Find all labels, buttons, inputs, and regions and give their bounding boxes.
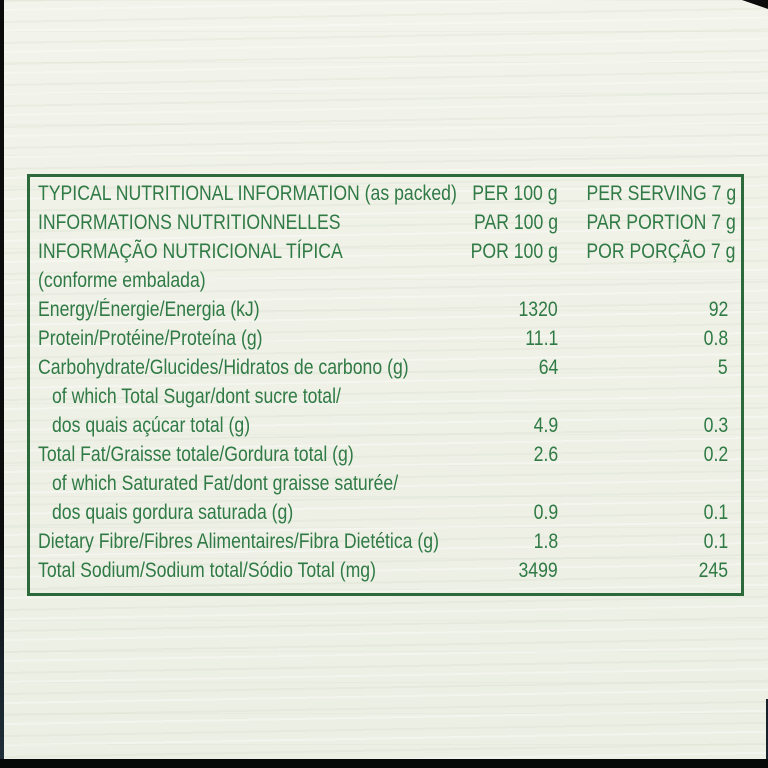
nutrition-table: TYPICAL NUTRITIONAL INFORMATION (as pack… [27, 174, 744, 596]
photo-edge-right-sliver [766, 699, 768, 759]
per-100g-value: 3499 [518, 559, 558, 582]
nutrient-label: Protein/Protéine/Proteína (g) [38, 327, 263, 350]
nutrient-label: Carbohydrate/Glucides/Hidratos de carbon… [38, 356, 409, 379]
nutrient-label: Dietary Fibre/Fibres Alimentaires/Fibra … [38, 530, 439, 553]
nutrient-label: of which Saturated Fat/dont graisse satu… [52, 472, 399, 495]
nutrient-row: of which Total Sugar/dont sucre total/ [38, 382, 728, 411]
per-serving-value: 0.8 [703, 327, 728, 350]
nutrition-header-title: INFORMATIONS NUTRITIONNELLES [38, 211, 341, 234]
nutrient-label: Total Sodium/Sodium total/Sódio Total (m… [38, 559, 376, 582]
header-row: INFORMAÇÃO NUTRICIONAL TÍPICA POR 100 g … [38, 237, 736, 266]
per-100g-value: 4.9 [533, 414, 558, 437]
per-serving-value [558, 469, 728, 498]
nutrient-row: Total Sodium/Sodium total/Sódio Total (m… [38, 556, 728, 585]
per-serving-header: PAR PORTION 7 g [586, 211, 736, 234]
per-serving-value: 0.1 [703, 530, 728, 553]
nutrient-row: Carbohydrate/Glucides/Hidratos de carbon… [38, 353, 728, 382]
per-serving-value: 92 [708, 298, 728, 321]
nutrient-label: Energy/Énergie/Energia (kJ) [38, 298, 260, 321]
nutrient-label: dos quais gordura saturada (g) [52, 501, 294, 524]
nutrition-header-title: INFORMAÇÃO NUTRICIONAL TÍPICA [38, 240, 343, 263]
nutrient-label: Total Fat/Graisse totale/Gordura total (… [38, 443, 354, 466]
per-serving-value: 5 [718, 356, 728, 379]
header-row: TYPICAL NUTRITIONAL INFORMATION (as pack… [38, 179, 737, 208]
nutrient-row: dos quais açúcar total (g) 4.9 0.3 [38, 411, 728, 440]
per-100g-value: 0.9 [533, 501, 558, 524]
per-100g-header: PER 100 g [472, 182, 558, 205]
per-100g-value: 64 [538, 356, 558, 379]
per-serving-value: 0.2 [703, 443, 728, 466]
nutrient-row: Energy/Énergie/Energia (kJ) 1320 92 [38, 295, 728, 324]
per-100g-value [448, 469, 558, 498]
nutrition-header-title: TYPICAL NUTRITIONAL INFORMATION (as pack… [38, 182, 457, 205]
per-serving-header: PER SERVING 7 g [586, 182, 737, 205]
nutrient-label: dos quais açúcar total (g) [52, 414, 251, 437]
nutrient-row: Dietary Fibre/Fibres Alimentaires/Fibra … [38, 527, 728, 556]
per-100g-value: 11.1 [524, 327, 558, 350]
per-100g-header: PAR 100 g [473, 211, 558, 234]
nutrition-header-subtitle: (conforme embalada) [38, 269, 206, 292]
header-row: INFORMATIONS NUTRITIONNELLES PAR 100 g P… [38, 208, 736, 237]
per-100g-value: 1320 [518, 298, 558, 321]
per-serving-value [558, 382, 728, 411]
per-serving-value: 0.3 [703, 414, 728, 437]
per-100g-value: 1.8 [533, 530, 558, 553]
per-100g-value: 2.6 [533, 443, 558, 466]
per-serving-value: 0.1 [703, 501, 728, 524]
photo-edge-top-right [742, 0, 768, 9]
photo-edge-left [0, 0, 4, 768]
nutrient-row: dos quais gordura saturada (g) 0.9 0.1 [38, 498, 728, 527]
nutrient-label: of which Total Sugar/dont sucre total/ [52, 385, 341, 408]
photo-edge-bottom [0, 759, 768, 768]
header-row: (conforme embalada) [38, 266, 728, 295]
per-serving-value: 245 [698, 559, 728, 582]
nutrient-row: of which Saturated Fat/dont graisse satu… [38, 469, 728, 498]
per-100g-header: POR 100 g [470, 240, 558, 263]
nutrient-row: Protein/Protéine/Proteína (g) 11.1 0.8 [38, 324, 728, 353]
per-100g-value [448, 382, 558, 411]
nutrient-row: Total Fat/Graisse totale/Gordura total (… [38, 440, 728, 469]
per-serving-header: POR PORÇÃO 7 g [586, 240, 736, 263]
